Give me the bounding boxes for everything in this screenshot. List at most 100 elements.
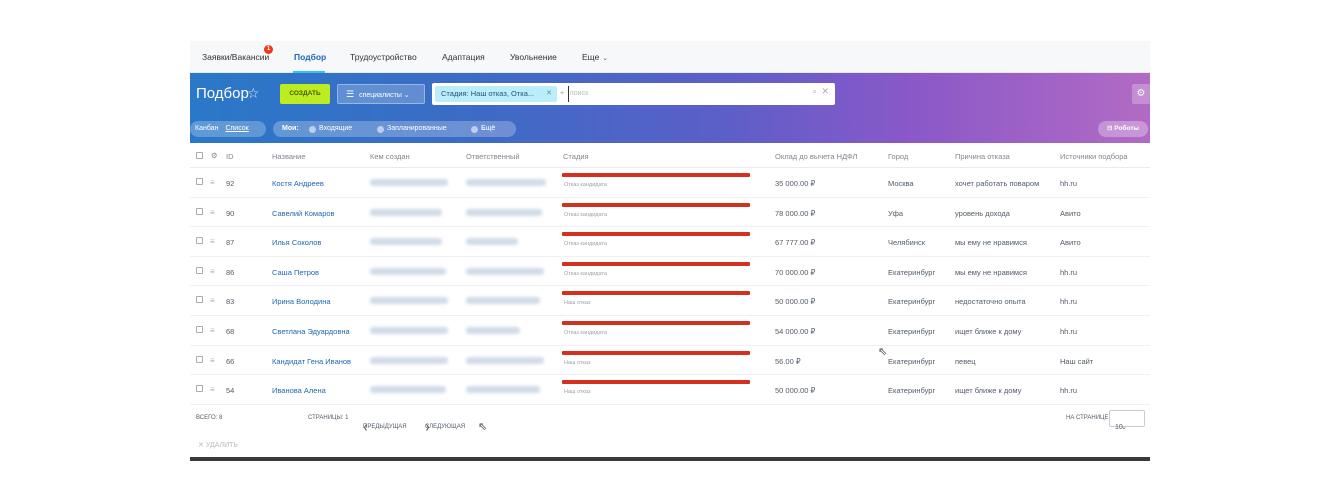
cell-name[interactable]: Иванова Алена: [272, 386, 326, 396]
pages-label: страницы: 1: [308, 415, 349, 421]
stage-indicator[interactable]: Наш отказ: [562, 291, 750, 309]
page-title: Подбор: [196, 85, 249, 102]
counter-planned[interactable]: Запланированные: [387, 125, 447, 132]
search-icon[interactable]: ⌕: [812, 87, 817, 96]
per-page-select[interactable]: 10 ⌄: [1109, 410, 1145, 431]
row-checkbox[interactable]: [196, 207, 203, 215]
tab-dismissal[interactable]: Увольнение: [510, 52, 557, 62]
row-checkbox[interactable]: [196, 178, 203, 185]
cell-id: 90: [226, 208, 235, 218]
table-row[interactable]: ≡ 54 Иванова Алена Наш отказ 50 000.00 ₽ Екат…: [190, 375, 1150, 405]
table-row[interactable]: ≡ 87 Илья Соколов Отказ кандидата 67 777.00 …: [190, 227, 1150, 257]
select-all-checkbox[interactable]: [196, 152, 203, 159]
cell-source: hh.ru: [1060, 297, 1078, 307]
cell-source: Авито: [1060, 238, 1081, 248]
cell-salary: 56.00 ₽: [775, 356, 801, 366]
tab-employment[interactable]: Трудоустройство: [350, 52, 417, 62]
filter-chip-stage[interactable]: Стадия: Наш отказ, Отка... ✕: [435, 86, 557, 102]
stage-indicator[interactable]: Наш отказ: [562, 380, 750, 398]
row-checkbox[interactable]: [196, 325, 203, 333]
row-checkbox[interactable]: [196, 385, 203, 393]
clear-icon[interactable]: ✕: [821, 86, 829, 96]
table-row[interactable]: ≡ 92 Костя Андреев Отказ кандидата 35 000.00…: [190, 168, 1150, 198]
drag-handle-icon[interactable]: ≡: [210, 178, 215, 187]
delete-button[interactable]: ✕ удалить: [198, 441, 238, 449]
stage-label: Наш отказ: [564, 359, 591, 366]
filter-search-box[interactable]: Стадия: Наш отказ, Отка... ✕ + поиск ⌕ ✕: [432, 83, 835, 105]
chevron-down-icon: ⌄: [1121, 424, 1127, 431]
drag-handle-icon[interactable]: ≡: [210, 325, 215, 335]
row-checkbox[interactable]: [196, 266, 203, 274]
table-row[interactable]: ≡ 68 Светлана Эдуардовна Отказ кандидата 54 …: [190, 316, 1150, 346]
column-name[interactable]: Название: [272, 152, 306, 161]
cell-source: Наш сайт: [1060, 356, 1094, 366]
view-toolbar: Канбан Список Мои: Входящие Запланированн…: [190, 119, 1150, 139]
column-city[interactable]: Город: [888, 152, 909, 161]
top-navigation: Заявки/Вакансии 1 Подбор Трудоустройство…: [190, 41, 1150, 73]
cell-source: hh.ru: [1060, 326, 1078, 336]
blurred-created-by: [370, 238, 442, 246]
drag-handle-icon[interactable]: ≡: [210, 266, 215, 276]
row-checkbox[interactable]: [196, 296, 203, 304]
drag-handle-icon[interactable]: ≡: [210, 385, 215, 395]
stage-indicator[interactable]: Отказ кандидата: [562, 261, 750, 280]
search-input[interactable]: поиск: [568, 86, 588, 102]
stage-indicator[interactable]: Отказ кандидата: [562, 173, 750, 191]
blurred-created-by: [370, 179, 448, 186]
column-salary[interactable]: Оклад до вычета НДФЛ: [775, 152, 858, 161]
cell-id: 54: [226, 386, 235, 396]
cell-name[interactable]: Илья Соколов: [272, 238, 322, 248]
create-button[interactable]: создать: [280, 84, 330, 104]
star-icon[interactable]: ☆: [247, 85, 260, 101]
column-stage[interactable]: Стадия: [563, 152, 589, 161]
stage-indicator[interactable]: Отказ кандидата: [562, 232, 750, 250]
tab-adaptation[interactable]: Адаптация: [442, 52, 485, 62]
table-row[interactable]: ≡ 86 Саша Петров Отказ кандидата 70 000.00 ₽…: [190, 257, 1150, 287]
view-kanban[interactable]: Канбан: [195, 125, 219, 132]
stage-bar: [562, 380, 750, 385]
table-row[interactable]: ≡ 83 Ирина Володина Наш отказ 50 000.00 ₽ Ека…: [190, 286, 1150, 316]
counter-incoming[interactable]: Входящие: [319, 125, 353, 132]
column-reason[interactable]: Причина отказа: [955, 152, 1010, 161]
tab-more[interactable]: Еще ⌄: [582, 52, 608, 62]
table-row[interactable]: ≡ 66 Кандидат Гена Иванов Наш отказ 56.00 ₽ Е…: [190, 346, 1150, 376]
drag-handle-icon[interactable]: ≡: [210, 237, 215, 247]
candidates-table: ⚙ ID Название Кем создан Ответственный С…: [190, 143, 1150, 405]
stage-indicator[interactable]: Отказ кандидата: [562, 202, 750, 221]
crm-recruitment-window: Заявки/Вакансии 1 Подбор Трудоустройство…: [190, 41, 1150, 461]
view-switcher: Канбан Список: [190, 121, 266, 137]
per-page-value: 10: [1115, 424, 1123, 431]
column-responsible[interactable]: Ответственный: [466, 152, 520, 161]
column-created-by[interactable]: Кем создан: [370, 152, 410, 161]
robots-button[interactable]: ⊟ Роботы: [1098, 121, 1148, 137]
settings-gear-button[interactable]: ⚙: [1132, 84, 1150, 104]
cell-source: Авито: [1060, 208, 1081, 218]
cell-name[interactable]: Кандидат Гена Иванов: [272, 356, 352, 366]
row-checkbox[interactable]: [196, 237, 203, 245]
blurred-responsible: [466, 267, 544, 275]
close-icon[interactable]: ✕: [546, 90, 552, 97]
drag-handle-icon[interactable]: ≡: [210, 355, 215, 365]
cell-name[interactable]: Саша Петров: [272, 267, 320, 277]
cell-name[interactable]: Ирина Володина: [272, 297, 331, 307]
stage-indicator[interactable]: Наш отказ: [562, 350, 750, 369]
cell-name[interactable]: Светлана Эдуардовна: [272, 326, 350, 336]
column-settings-gear-icon[interactable]: ⚙: [211, 151, 218, 160]
column-id[interactable]: ID: [226, 152, 234, 161]
drag-handle-icon[interactable]: ≡: [210, 296, 215, 306]
cell-name[interactable]: Костя Андреев: [272, 179, 324, 188]
column-source[interactable]: Источники подбора: [1060, 152, 1128, 161]
table-row[interactable]: ≡ 90 Савелий Комаров Отказ кандидата 78 000.…: [190, 198, 1150, 228]
view-list[interactable]: Список: [225, 125, 249, 132]
tab-requests-vacancies[interactable]: Заявки/Вакансии: [202, 52, 270, 62]
row-checkbox[interactable]: [196, 355, 203, 363]
cell-name[interactable]: Савелий Комаров: [272, 208, 335, 218]
stage-indicator[interactable]: Отказ кандидата: [562, 320, 750, 339]
cell-salary: 35 000.00 ₽: [775, 179, 816, 188]
drag-handle-icon[interactable]: ≡: [210, 207, 215, 217]
table-footer: всего: 8 страницы: 1 ❮ предыдущая следую…: [190, 406, 1150, 432]
tab-recruitment[interactable]: Подбор: [294, 52, 327, 62]
blurred-created-by: [370, 208, 442, 216]
stage-label: Отказ кандидата: [564, 211, 607, 218]
specialists-button[interactable]: ☰ специалисты ⌄: [337, 84, 425, 104]
